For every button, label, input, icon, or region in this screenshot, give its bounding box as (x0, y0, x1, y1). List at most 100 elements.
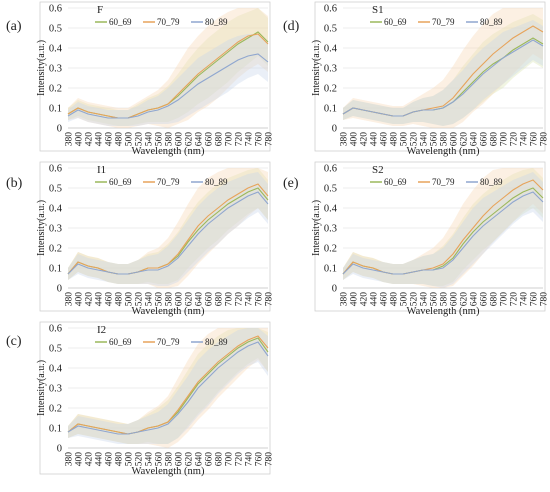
series-line-80_89 (67, 341, 269, 435)
x-tick-label: 760 (530, 292, 540, 307)
x-tick-label: 700 (225, 292, 235, 307)
panel-label: (d) (283, 19, 300, 34)
y-axis-label: Intensity(a.u.) (311, 200, 322, 256)
panel-frame (39, 161, 271, 312)
x-tick-label: 660 (480, 132, 490, 147)
x-tick-label: 460 (105, 132, 115, 147)
x-tick-label: 780 (540, 132, 550, 147)
x-tick-label: 580 (440, 292, 450, 307)
series-line-80_89 (342, 191, 544, 275)
x-tick-label: 400 (75, 292, 85, 307)
series-line-80_89 (342, 39, 544, 117)
x-tick-label: 480 (115, 452, 125, 467)
y-tick-label: 0.5 (324, 184, 337, 195)
x-tick-label: 460 (380, 292, 390, 307)
band-60_69 (343, 168, 543, 286)
panel-frame (314, 161, 546, 312)
x-tick-label: 400 (75, 132, 85, 147)
x-tick-label: 760 (530, 132, 540, 147)
y-tick-label: 0.2 (49, 84, 62, 95)
y-tick-label: 0 (57, 124, 62, 135)
x-tick-label: 720 (510, 292, 520, 307)
band-70_79 (68, 8, 268, 128)
panel-label: (e) (283, 176, 299, 191)
chart-panel-1: (b) 0 0.1 0.2 0.3 0.4 0.5 0.6 380 400 420 440 460 480… (6, 161, 275, 317)
x-tick-label: 480 (390, 132, 400, 147)
band-80_89 (68, 34, 268, 126)
x-tick-label: 700 (225, 452, 235, 467)
x-tick-label: 620 (185, 452, 195, 467)
band-60_69 (343, 14, 543, 126)
legend-label: 70_79 (432, 177, 455, 187)
x-tick-label: 520 (135, 452, 145, 467)
legend-label: 70_79 (157, 17, 180, 27)
panel-frame (39, 1, 271, 152)
band-80_89 (68, 328, 268, 444)
band-80_89 (68, 172, 268, 286)
x-tick-label: 540 (420, 292, 430, 307)
x-tick-label: 380 (65, 132, 75, 147)
chart-title: I1 (97, 164, 106, 176)
x-tick-label: 620 (185, 292, 195, 307)
x-tick-label: 380 (340, 292, 350, 307)
x-tick-label: 540 (145, 452, 155, 467)
chart-title: F (97, 4, 103, 16)
series-line-70_79 (67, 335, 269, 435)
x-tick-label: 460 (105, 452, 115, 467)
x-tick-label: 500 (125, 132, 135, 147)
legend-label: 70_79 (157, 337, 180, 347)
y-tick-label: 0.1 (324, 264, 337, 275)
x-tick-label: 600 (450, 292, 460, 307)
x-tick-label: 540 (145, 292, 155, 307)
x-tick-label: 560 (155, 292, 165, 307)
x-tick-label: 760 (255, 132, 265, 147)
y-tick-label: 0 (57, 444, 62, 455)
x-tick-label: 560 (155, 132, 165, 147)
y-tick-label: 0.3 (49, 224, 62, 235)
y-tick-label: 0.6 (49, 4, 62, 15)
legend-label: 60_69 (384, 17, 407, 27)
x-tick-label: 440 (370, 132, 380, 147)
band-80_89 (343, 20, 543, 126)
x-tick-label: 780 (265, 292, 275, 307)
series-line-80_89 (67, 191, 269, 275)
x-tick-label: 720 (235, 292, 245, 307)
x-tick-label: 420 (360, 292, 370, 307)
y-tick-label: 0.1 (324, 104, 337, 115)
x-tick-label: 540 (420, 132, 430, 147)
legend-label: 80_89 (480, 177, 503, 187)
x-tick-label: 400 (350, 132, 360, 147)
x-tick-label: 500 (400, 132, 410, 147)
x-tick-label: 660 (480, 292, 490, 307)
x-tick-label: 740 (245, 452, 255, 467)
x-tick-label: 700 (500, 292, 510, 307)
series-line-70_79 (342, 179, 544, 275)
x-tick-label: 420 (85, 292, 95, 307)
chart-title: I2 (97, 324, 106, 336)
y-axis-label: Intensity(a.u.) (36, 200, 47, 256)
y-tick-label: 0.6 (49, 324, 62, 335)
x-tick-label: 580 (165, 452, 175, 467)
x-tick-label: 600 (175, 292, 185, 307)
band-60_69 (68, 8, 268, 126)
chart-panel-0: (a) 0 0.1 0.2 0.3 0.4 0.5 0.6 380 400 420 440 460 480… (6, 1, 275, 157)
x-tick-label: 660 (205, 452, 215, 467)
series-line-70_79 (67, 183, 269, 275)
y-tick-label: 0.3 (324, 224, 337, 235)
y-tick-label: 0.5 (49, 184, 62, 195)
x-tick-label: 720 (235, 452, 245, 467)
panel-label: (a) (6, 19, 22, 34)
y-tick-label: 0.2 (49, 244, 62, 255)
x-tick-label: 660 (205, 292, 215, 307)
y-tick-label: 0.2 (49, 404, 62, 415)
y-tick-label: 0.2 (324, 244, 337, 255)
chart-panel-3: (d) 0 0.1 0.2 0.3 0.4 0.5 0.6 380 400 420 440 460 480… (283, 1, 550, 157)
x-tick-label: 460 (380, 132, 390, 147)
legend-label: 80_89 (205, 177, 228, 187)
x-tick-label: 520 (135, 132, 145, 147)
x-tick-label: 440 (95, 452, 105, 467)
y-tick-label: 0.6 (324, 164, 337, 175)
x-tick-label: 660 (205, 132, 215, 147)
y-tick-label: 0.4 (49, 44, 63, 55)
x-tick-label: 760 (255, 292, 265, 307)
